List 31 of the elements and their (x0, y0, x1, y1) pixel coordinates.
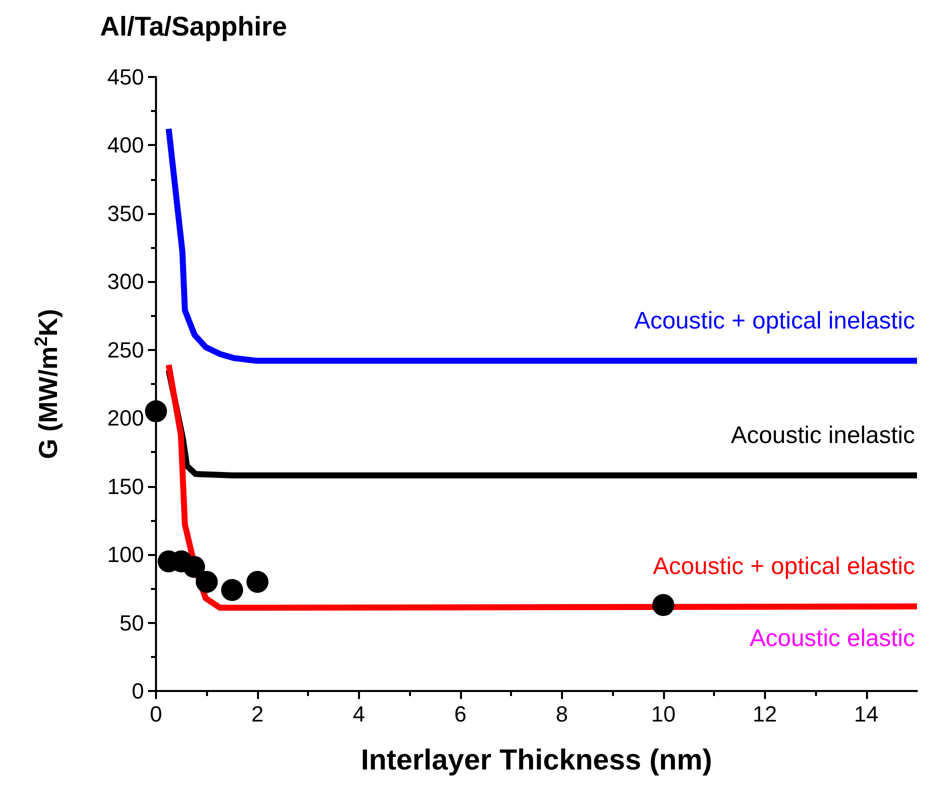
x-tick-label: 0 (150, 702, 162, 726)
chart-title: Al/Ta/Sapphire (100, 12, 288, 42)
point (246, 570, 268, 593)
y-axis-title: G (MW/m2K) (31, 308, 63, 460)
y-tick-label: 250 (107, 337, 144, 362)
point (196, 570, 218, 593)
x-axis-title: Interlayer Thickness (nm) (360, 744, 712, 776)
legend-label: Acoustic elastic (750, 624, 916, 652)
y-tick-label: 0 (132, 678, 144, 704)
point (221, 579, 244, 602)
x-tick-label: 6 (454, 702, 467, 726)
y-tick-label: 200 (107, 406, 144, 431)
point (145, 400, 167, 422)
point (652, 594, 674, 616)
y-tick-label: 450 (107, 64, 144, 90)
x-tick-label: 14 (854, 702, 879, 726)
y-tick-label: 50 (120, 610, 144, 636)
x-tick-label: 8 (556, 702, 568, 726)
y-tick-label: 300 (107, 269, 144, 294)
x-tick-label: 4 (352, 702, 366, 726)
x-tick-label: 10 (651, 702, 676, 726)
x-tick-label: 12 (752, 702, 778, 726)
y-tick-label: 350 (107, 200, 144, 226)
series-label: Acoustic + optical elastic (652, 552, 915, 580)
point (183, 556, 206, 578)
x-tick-label: 2 (251, 702, 264, 726)
series-label: Acoustic inelastic (730, 422, 915, 449)
y-tick-label: 150 (107, 474, 144, 499)
y-tick-label: 100 (107, 542, 144, 568)
series-label: Acoustic + optical inelastic (634, 307, 916, 334)
y-tick-label: 400 (107, 132, 144, 158)
